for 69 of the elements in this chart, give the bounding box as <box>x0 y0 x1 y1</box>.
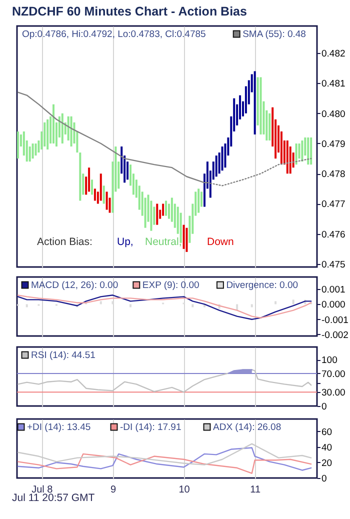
annotation: Up, <box>117 236 134 248</box>
y-tick-label: 60 <box>322 426 332 438</box>
bar <box>106 192 108 210</box>
bar <box>44 122 46 146</box>
chart-title: NZDCHF 60 Minutes Chart - Action Bias <box>12 4 248 18</box>
bar <box>182 224 185 249</box>
bar <box>310 137 312 165</box>
y-tick-label: 0.000 <box>322 300 346 311</box>
y-tick-label: 100 <box>322 355 338 366</box>
y-tick-label: 0.475 <box>322 259 346 270</box>
bar <box>100 174 102 201</box>
text: Jul 11 20:57 GMT <box>12 492 96 504</box>
y-tick-label: 0.482 <box>322 48 346 60</box>
legend-label: MACD (12, 26): 0.00 <box>31 280 118 291</box>
legend-label: -DI (14): 17.91 <box>120 422 182 433</box>
x-tick-label: 10 <box>178 484 190 496</box>
bar <box>198 188 200 213</box>
legend-label: RSI (14): 44.51 <box>31 350 96 361</box>
y-tick-label: 70.00 <box>322 368 346 380</box>
bar <box>260 77 262 134</box>
y-tick-label: 0.477 <box>322 199 346 210</box>
bar <box>61 113 64 144</box>
bar <box>94 188 96 201</box>
annotation: Action Bias: <box>37 236 92 248</box>
bar <box>70 116 72 146</box>
bar <box>46 119 49 150</box>
y-tick-label: 0.478 <box>322 169 346 180</box>
legend-label: EXP (9): 0.00 <box>142 280 200 291</box>
bar <box>32 143 34 159</box>
annotation: Down <box>207 236 234 248</box>
bar <box>162 204 164 216</box>
legend-label: SMA (55): 0.48 <box>242 29 306 40</box>
bar <box>102 186 105 204</box>
bar <box>16 131 19 159</box>
y-tick-label: 0.476 <box>322 229 346 240</box>
annotation: Op:0.4786, Hi:0.4792, Lo:0.4783, Cl:0.4785 <box>22 29 206 40</box>
bar <box>79 152 82 201</box>
bar <box>295 143 298 165</box>
bar <box>186 228 188 252</box>
y-tick-label: -0.001 <box>322 314 348 326</box>
x-tick-label: 9 <box>110 484 116 496</box>
bar <box>156 204 158 225</box>
bar <box>221 146 224 171</box>
bar <box>91 180 93 195</box>
y-tick-label: 0.480 <box>322 108 346 120</box>
y-tick-label: 40 <box>322 442 332 454</box>
y-tick-label: 0.001 <box>322 284 346 296</box>
y-tick-label: 0.479 <box>322 138 346 150</box>
bar <box>215 156 218 177</box>
y-tick-label: -0.002 <box>322 330 348 341</box>
bar <box>254 71 256 134</box>
x-tick-label: 11 <box>250 484 261 496</box>
bar <box>307 137 310 165</box>
bar <box>88 168 90 192</box>
y-tick-label: 30.00 <box>322 388 346 399</box>
bar <box>286 140 288 174</box>
bar <box>268 113 271 140</box>
y-tick-label: 0 <box>322 402 327 412</box>
y-tick-label: 20 <box>322 458 332 469</box>
y-tick-label: 0.481 <box>322 78 346 90</box>
bar <box>52 104 55 144</box>
y-tick-label: 0 <box>322 474 327 484</box>
annotation: Neutral, <box>145 236 182 248</box>
legend-label: Divergence: 0.00 <box>226 280 298 291</box>
legend-label: ADX (14): 26.08 <box>213 422 282 433</box>
bar <box>165 200 168 216</box>
bar <box>301 140 304 162</box>
legend-label: +DI (14): 13.45 <box>27 422 91 433</box>
bar <box>34 143 37 156</box>
